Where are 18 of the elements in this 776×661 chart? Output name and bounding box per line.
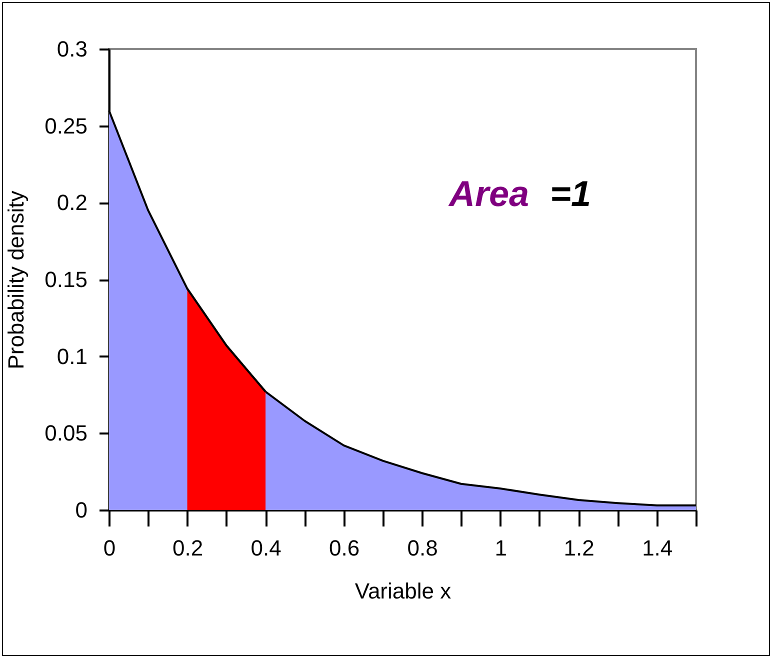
x-tick-label: 0.4 [250,536,282,560]
y-tick-label: 0.1 [56,344,88,369]
x-tick-label: 0.2 [172,536,204,560]
x-axis-title: Variable x [354,578,452,604]
x-tick-label: 0.6 [329,536,360,560]
x-tick-label: 1.2 [564,536,594,560]
y-tick-label: 0.05 [44,420,88,446]
x-tick-label: 1 [494,536,507,560]
y-tick-label: 0.25 [44,113,88,138]
y-tick-label: 0.2 [56,190,88,216]
y-tick-label: 0.15 [44,267,88,292]
x-tick-label: 0 [103,536,116,560]
y-tick-label: 0 [75,498,88,522]
x-tick-label: 0.8 [407,536,438,560]
x-tick-label: 1.4 [642,536,673,560]
y-axis-title: Probability density [4,190,29,370]
y-tick-label: 0.3 [56,36,88,62]
annotation: Area =1 [448,173,592,214]
